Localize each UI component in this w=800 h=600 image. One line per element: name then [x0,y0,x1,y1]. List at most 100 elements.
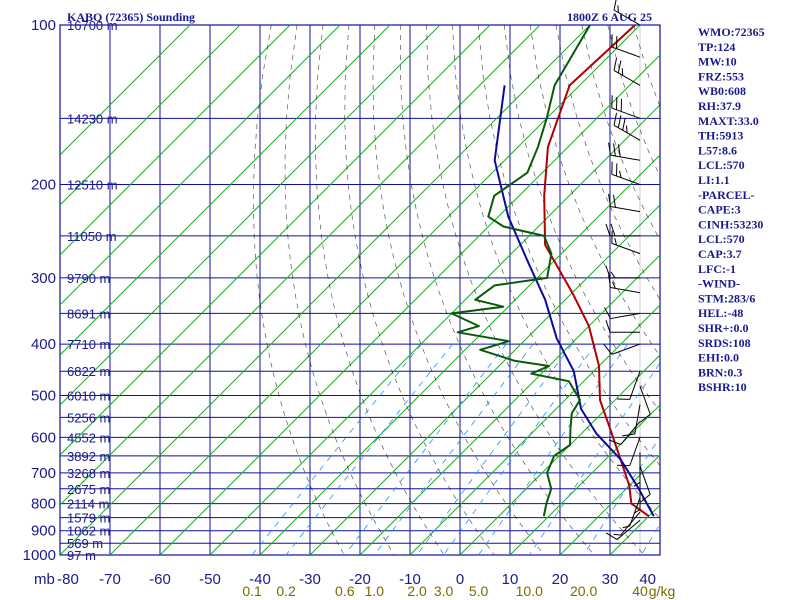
station-title: KABQ (72365) Sounding [67,10,195,24]
mixing-ratio-label: 0.6 [335,583,355,599]
pressure-tick-label: 1000 [23,547,56,564]
barb-feather [605,532,618,540]
dry-adiabat [737,25,800,555]
barb-staff [610,312,641,320]
wind-barb [603,343,641,355]
height-label: 97 m [67,548,96,563]
isotherm-line [60,25,391,356]
temperature-tick-label: -10 [399,571,421,588]
temperature-trace [543,24,650,518]
height-label: 6822 m [67,364,110,379]
pressure-tick-label: 100 [31,17,56,34]
barb-staff [639,466,651,495]
dry-adiabat [284,25,395,555]
mixing-ratio-line [528,362,660,555]
index-value: TH:5913 [698,129,743,143]
index-value: -PARCEL- [698,188,754,202]
barb-feather [613,143,616,157]
height-label: 5256 m [67,410,110,425]
isotherm-line [60,25,441,406]
dry-adiabat [315,25,445,555]
isotherm-line [60,25,541,506]
barb-staff [639,385,651,415]
index-value: -WIND- [698,277,740,291]
isotherm-line [60,25,491,456]
barb-feather [613,194,616,208]
barb-staff [629,497,641,527]
mixing-ratio-label: 3.0 [434,583,454,599]
barb-feather [608,193,611,207]
mixing-ratio-line [443,343,597,555]
mixing-ratio-line [478,343,629,555]
isotherm-line [409,304,660,555]
barb-feather [640,413,651,423]
dry-adiabat [581,25,660,241]
index-value: SRDS:108 [698,336,751,350]
wind-barb [605,320,640,333]
height-label: 12510 m [67,178,118,193]
index-value: STM:283/6 [698,291,755,305]
barb-feather [614,237,617,246]
dry-adiabat [372,25,545,555]
mixing-ratio-line [416,343,573,555]
temperature-tick-label: -20 [349,571,371,588]
isotherm-line [109,25,641,555]
parcel-trace [493,85,655,517]
index-value: LCL:570 [698,158,745,172]
barb-staff [620,421,641,445]
height-label: 14230 m [67,111,118,126]
height-label: 16700 m [67,18,118,33]
mixing-ratio-label: 1.0 [365,583,385,599]
mixing-ratio-label: g/kg [649,583,675,599]
index-value: WMO:72365 [698,25,765,39]
temperature-tick-label: 10 [502,571,519,588]
pressure-tick-label: 700 [31,465,56,482]
index-value: MAXT:33.0 [698,114,759,128]
mixing-ratio-label: 40 [632,583,648,599]
mixing-ratio-label: 2.0 [407,583,427,599]
wind-barb [608,274,641,294]
barb-feather [605,223,611,237]
isotherm-line [60,25,241,206]
pressure-tick-label: 900 [31,523,56,540]
sounding-time: 1800Z 6 AUG 25 [567,10,652,24]
height-label: 3892 m [67,449,110,464]
barb-staff [616,519,641,540]
barb-feather [610,223,616,237]
barb-staff [610,287,641,294]
height-label: 1062 m [67,524,110,539]
index-value: FRZ:553 [698,69,744,83]
dry-adiabat [426,25,645,555]
index-value: BRN:0.3 [698,365,742,379]
barb-staff [620,511,641,536]
wind-barb [605,223,640,237]
wind-barb [617,437,641,467]
barb-feather [603,344,613,355]
index-value: EHI:0.0 [698,351,739,365]
mixing-ratio-label: 5.0 [469,583,489,599]
barb-feather [619,170,622,178]
sounding-traces [450,24,655,518]
isotherm-line [60,25,191,156]
mixing-ratio-line [374,343,534,555]
plot-grid [59,24,661,556]
isotherm-line [509,404,660,555]
wind-barb [613,511,641,536]
dry-adiabat [529,25,660,357]
mixing-ratio-line [641,523,660,555]
wind-barb [611,230,641,255]
barb-staff [611,343,641,355]
temperature-tick-label: -60 [149,571,171,588]
height-label: 2675 m [67,482,110,497]
mixing-ratio-line [251,343,422,555]
index-value: SHR+:0.0 [698,321,749,335]
temperature-tick-label: -50 [199,571,221,588]
dry-adiabat [555,25,660,300]
index-value: HEL:-48 [698,306,743,320]
index-value: BSHR:10 [698,380,747,394]
barb-feather [608,274,611,288]
barb-feather [640,494,651,503]
index-value: CAP:3.7 [698,247,742,261]
mixing-ratio-line [344,343,507,555]
